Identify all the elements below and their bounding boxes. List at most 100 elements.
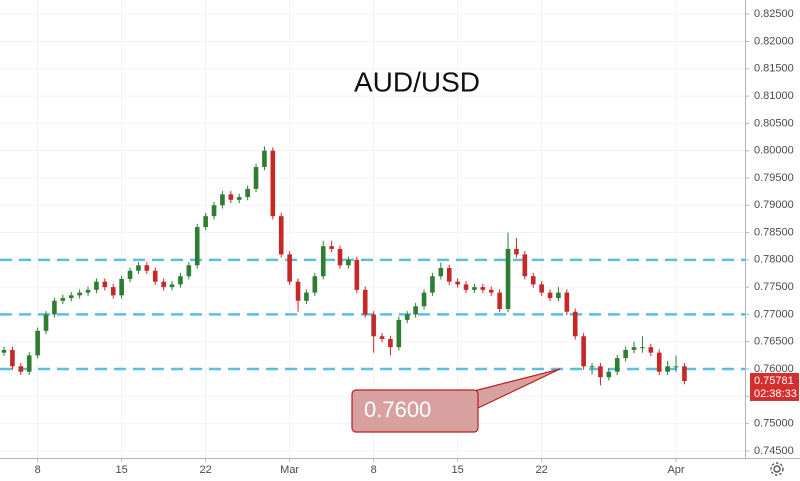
countdown-label: 02:38:33 bbox=[754, 388, 797, 400]
candle-body bbox=[287, 254, 292, 282]
candle-body bbox=[505, 248, 511, 309]
candle-body bbox=[614, 358, 620, 372]
y-tick-label: 0.78000 bbox=[754, 254, 794, 266]
candle-body bbox=[228, 194, 234, 200]
candle-body bbox=[564, 292, 570, 312]
candle-body bbox=[43, 314, 49, 331]
candle-body bbox=[52, 300, 57, 315]
candle-body bbox=[102, 281, 108, 288]
candle-body bbox=[522, 254, 528, 277]
last-price-label: 0.75781 bbox=[754, 375, 794, 387]
candle-body bbox=[127, 270, 133, 279]
candle-body bbox=[673, 366, 679, 368]
candle-body bbox=[362, 289, 368, 315]
candle-body bbox=[413, 306, 418, 315]
candle-body bbox=[329, 246, 334, 249]
candle-body bbox=[304, 292, 309, 301]
candle-body bbox=[539, 284, 544, 293]
candle-body bbox=[236, 197, 242, 200]
x-tick-label: 8 bbox=[371, 464, 377, 476]
candle-body bbox=[446, 268, 452, 282]
candle-body bbox=[119, 278, 124, 296]
y-tick-label: 0.77500 bbox=[754, 281, 794, 293]
y-tick-label: 0.79000 bbox=[754, 199, 794, 211]
candle-body bbox=[572, 311, 578, 337]
y-tick-label: 0.82000 bbox=[754, 35, 794, 47]
candle-body bbox=[631, 347, 637, 350]
y-tick-label: 0.80500 bbox=[754, 117, 794, 129]
candle-body bbox=[589, 366, 595, 368]
candle-body bbox=[253, 167, 259, 189]
candle-body bbox=[488, 289, 494, 293]
candle-body bbox=[648, 347, 654, 353]
y-tick-label: 0.80000 bbox=[754, 145, 794, 157]
candle-body bbox=[354, 259, 360, 290]
y-tick-label: 0.81000 bbox=[754, 90, 794, 102]
candle-body bbox=[278, 216, 284, 255]
y-tick-label: 0.76000 bbox=[754, 363, 794, 375]
candle-body bbox=[346, 259, 351, 266]
candle-body bbox=[421, 292, 427, 307]
callout-label: 0.7600 bbox=[364, 397, 431, 422]
candle-body bbox=[270, 150, 276, 217]
candle-body bbox=[220, 194, 225, 206]
candle-body bbox=[77, 292, 82, 296]
y-tick-label: 0.76500 bbox=[754, 336, 794, 348]
candle-body bbox=[455, 281, 460, 285]
candle-body bbox=[18, 366, 24, 372]
chart-title: AUD/USD bbox=[354, 66, 480, 97]
x-tick-label: 15 bbox=[452, 464, 464, 476]
candle-body bbox=[245, 188, 250, 198]
candle-body bbox=[152, 270, 158, 282]
y-tick-label: 0.78500 bbox=[754, 226, 794, 238]
annotation: 0.7600 bbox=[351, 368, 561, 433]
candle-body bbox=[497, 292, 502, 309]
candle-body bbox=[430, 276, 435, 293]
callout-seam bbox=[468, 393, 477, 407]
candle-body bbox=[194, 227, 200, 266]
last-price-box bbox=[750, 372, 799, 401]
candle-body bbox=[161, 281, 166, 288]
y-tick-label: 0.74500 bbox=[754, 445, 794, 457]
candle-body bbox=[480, 287, 486, 290]
candle-body bbox=[136, 265, 141, 271]
candle-body bbox=[606, 371, 612, 378]
candle-body bbox=[60, 298, 66, 301]
settings-icon[interactable] bbox=[770, 462, 784, 476]
candle-body bbox=[404, 314, 410, 320]
candle-body bbox=[581, 336, 586, 367]
candle-body bbox=[556, 292, 561, 299]
candle-body bbox=[682, 366, 687, 382]
y-tick-label: 0.82500 bbox=[754, 8, 794, 20]
candle-body bbox=[1, 349, 7, 353]
candle-body bbox=[463, 284, 469, 290]
candle-body bbox=[35, 330, 40, 356]
candle-body bbox=[388, 338, 393, 348]
candle-body bbox=[665, 366, 670, 372]
candle-body bbox=[514, 248, 519, 255]
x-tick-label: Mar bbox=[280, 464, 299, 476]
candle-body bbox=[337, 248, 343, 266]
candle-body bbox=[320, 246, 326, 277]
candle-body bbox=[85, 289, 91, 293]
y-tick-label: 0.81500 bbox=[754, 63, 794, 75]
candles bbox=[1, 146, 687, 386]
candle-body bbox=[640, 347, 645, 349]
candle-body bbox=[438, 268, 444, 277]
x-tick-label: 22 bbox=[200, 464, 212, 476]
x-tick-label: 8 bbox=[35, 464, 41, 476]
candle-body bbox=[178, 276, 183, 285]
candle-body bbox=[186, 265, 192, 277]
candle-body bbox=[295, 281, 301, 301]
candle-body bbox=[10, 349, 15, 367]
candle-body bbox=[371, 314, 376, 337]
y-tick-label: 0.75000 bbox=[754, 418, 794, 430]
candle-body bbox=[94, 281, 99, 290]
callout-box bbox=[351, 389, 479, 433]
candle-body bbox=[530, 276, 536, 285]
candle-body bbox=[312, 276, 318, 293]
candle-body bbox=[396, 319, 402, 348]
candle-body bbox=[656, 352, 662, 372]
